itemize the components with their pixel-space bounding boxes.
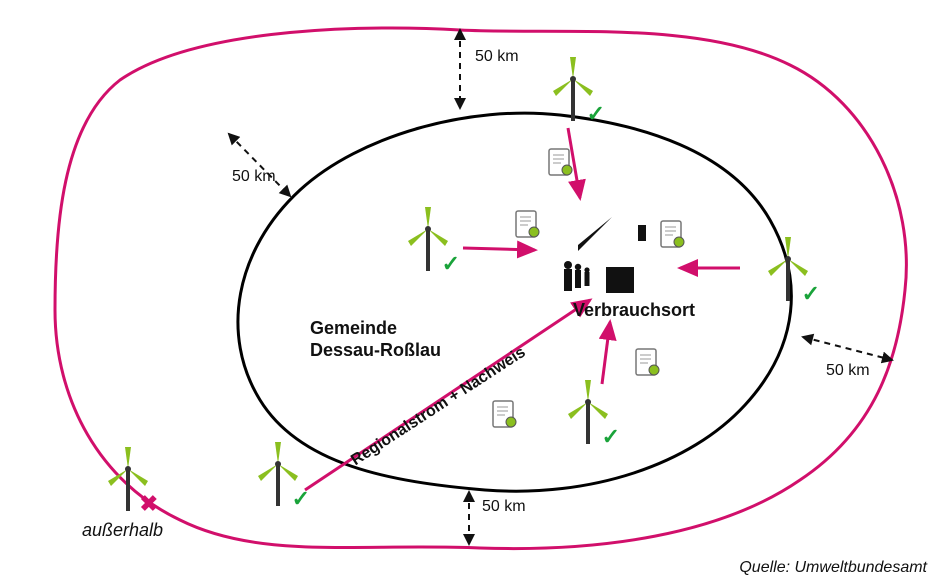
certificate-icon: [515, 210, 541, 240]
municipality-label-line2: Dessau-Roßlau: [310, 340, 441, 361]
diagram-stage: 50 km 50 km 50 km 50 km Gemeinde Dessau-…: [0, 0, 937, 583]
certificate-icon: [548, 148, 574, 178]
distance-label-nw: 50 km: [232, 168, 276, 186]
check-icon: ✓: [587, 101, 605, 127]
distance-label-east: 50 km: [826, 362, 870, 380]
turbine-bottom-buffer: ✓: [250, 440, 306, 510]
outside-label: außerhalb: [82, 520, 163, 541]
distance-label-top: 50 km: [475, 48, 519, 66]
certificate-icon: [660, 220, 686, 250]
turbine-outside: ✖: [100, 445, 156, 515]
distance-label-bottom: 50 km: [482, 498, 526, 516]
source-label: Quelle: Umweltbundesamt: [739, 559, 927, 577]
municipality-label-line1: Gemeinde: [310, 318, 397, 339]
inner-boundary: [238, 113, 791, 491]
check-icon: ✓: [292, 486, 310, 512]
cross-icon: ✖: [140, 491, 158, 517]
turbine-top: ✓: [545, 55, 601, 125]
certificate-icon: [635, 348, 661, 378]
house-icon: [560, 215, 660, 299]
turbine-bottom-inner: ✓: [560, 378, 616, 448]
check-icon: ✓: [602, 424, 620, 450]
consumption-label: Verbrauchsort: [573, 300, 695, 321]
check-icon: ✓: [802, 281, 820, 307]
certificate-icon: [492, 400, 518, 430]
check-icon: ✓: [442, 251, 460, 277]
turbine-left-inner: ✓: [400, 205, 456, 275]
turbine-right: ✓: [760, 235, 816, 305]
